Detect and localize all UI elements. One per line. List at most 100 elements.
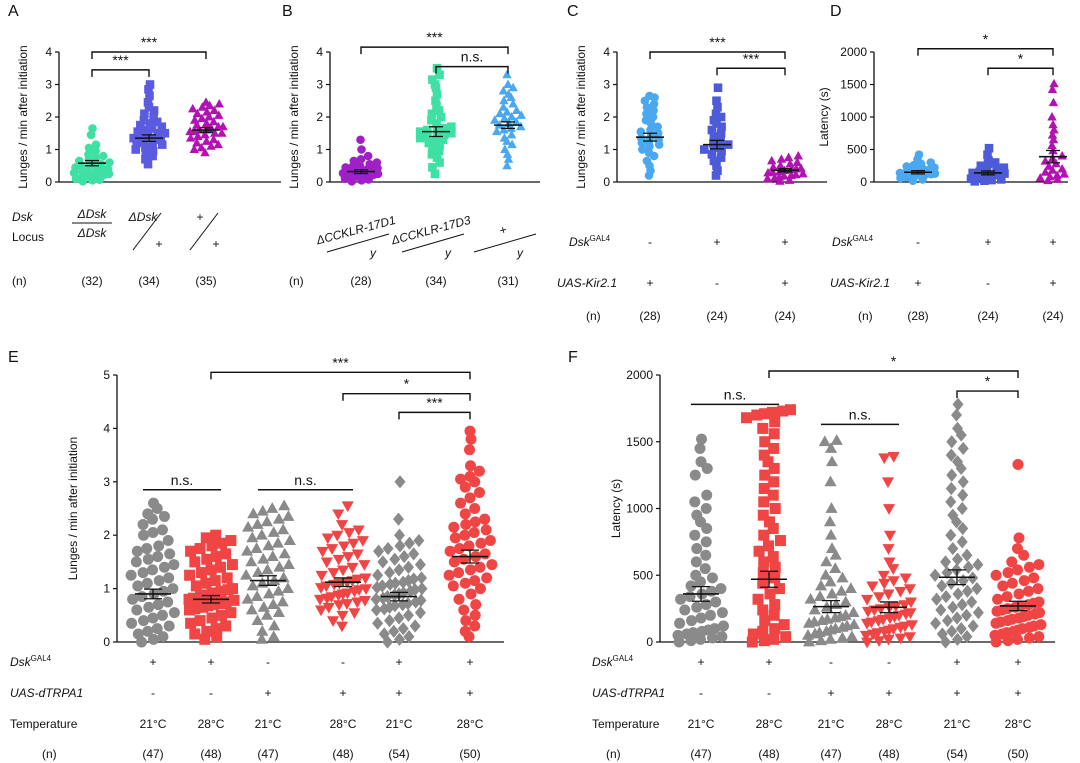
data-point (718, 620, 729, 632)
data-point (268, 619, 281, 631)
y-tick-label: 3 (45, 78, 52, 92)
data-point (91, 146, 100, 156)
data-point (469, 516, 481, 528)
data-point (942, 614, 954, 628)
data-point (355, 161, 365, 171)
data-point (439, 124, 449, 133)
n-value: (32) (81, 274, 102, 288)
data-point (277, 571, 290, 583)
data-point (873, 636, 886, 647)
data-point (84, 150, 93, 159)
genotype-top: ΔCCKLR-17D3 (389, 213, 473, 248)
data-point (930, 616, 942, 630)
uas-value: + (339, 686, 346, 700)
data-point (502, 69, 512, 79)
temperature-value: 28°C (198, 717, 225, 731)
data-point (696, 433, 707, 445)
data-point (459, 508, 471, 520)
data-point (247, 507, 260, 519)
panel-letter: A (8, 3, 19, 20)
data-point (105, 158, 114, 167)
data-point (952, 455, 963, 469)
data-point (966, 595, 978, 609)
gal4-name: Dsk (569, 235, 591, 249)
gal4-superscript: GAL4 (613, 654, 634, 663)
data-point (342, 552, 355, 563)
data-point (672, 629, 684, 641)
genotype-bottom: y (369, 246, 377, 260)
data-point (829, 562, 842, 573)
data-point (701, 489, 713, 501)
data-point (250, 542, 263, 553)
data-point (410, 595, 422, 609)
data-point (503, 79, 513, 88)
data-point (423, 132, 432, 141)
data-point (767, 489, 779, 501)
data-point (214, 99, 224, 108)
data-point (767, 551, 779, 563)
data-point (201, 136, 212, 145)
data-point (716, 631, 728, 643)
data-point (904, 597, 918, 609)
data-point (469, 609, 481, 621)
data-point (201, 118, 212, 127)
data-point (206, 540, 218, 552)
data-point (200, 129, 210, 139)
data-point (347, 538, 360, 550)
data-point (149, 112, 158, 122)
data-point (716, 141, 726, 151)
data-point (459, 481, 471, 493)
data-point (882, 589, 895, 601)
data-point (459, 529, 471, 541)
y-tick-label: 1 (603, 143, 610, 157)
data-point (147, 612, 159, 624)
data-point (416, 582, 428, 596)
data-point (373, 544, 385, 558)
data-point (498, 102, 509, 111)
gal4-value: + (765, 655, 772, 669)
data-point (717, 122, 726, 132)
uas-label: UAS-Kir2.1 (557, 276, 617, 290)
data-point (434, 106, 444, 115)
data-point (327, 616, 340, 627)
temperature-value: 21°C (818, 717, 845, 731)
significance-label: * (983, 31, 989, 47)
table-c: DskGAL4 UAS-Kir2.1 (n) - + (28) + - (24) + + (24) (557, 234, 796, 323)
data-point (984, 156, 993, 165)
data-point (820, 555, 833, 567)
significance-label: *** (426, 29, 443, 45)
data-point (228, 594, 240, 606)
group-4 (859, 452, 919, 649)
data-point (156, 524, 168, 536)
data-point (784, 175, 795, 184)
data-point (957, 441, 969, 456)
fraction-slash (401, 233, 465, 253)
fraction-slash (189, 212, 219, 251)
data-point (96, 159, 106, 169)
data-point (1049, 78, 1059, 88)
data-point (142, 625, 154, 637)
data-point (267, 630, 280, 642)
data-point (240, 568, 253, 580)
data-point (402, 608, 414, 622)
data-point (1000, 169, 1009, 178)
data-point (333, 600, 346, 611)
significance-bracket: n.s. (691, 386, 779, 406)
table-d: DskGAL4 UAS-Kir2.1 (n) - + (28) + - (24) + + (24) (830, 234, 1064, 323)
uas-label: UAS-Kir2.1 (830, 276, 890, 290)
data-point (272, 584, 285, 596)
data-point (780, 631, 792, 643)
data-point (402, 573, 414, 588)
data-point (158, 511, 170, 523)
data-point (91, 153, 101, 162)
y-tick-label: 1000 (840, 110, 867, 124)
data-point (365, 159, 374, 169)
data-point (484, 535, 496, 547)
n-value: (48) (758, 747, 779, 761)
data-point (200, 532, 212, 544)
gal4-value: + (713, 235, 720, 249)
significance-bracket: * (956, 373, 1019, 399)
data-point (972, 557, 984, 572)
y-tick-label: 0 (646, 635, 653, 649)
data-point (220, 596, 232, 608)
